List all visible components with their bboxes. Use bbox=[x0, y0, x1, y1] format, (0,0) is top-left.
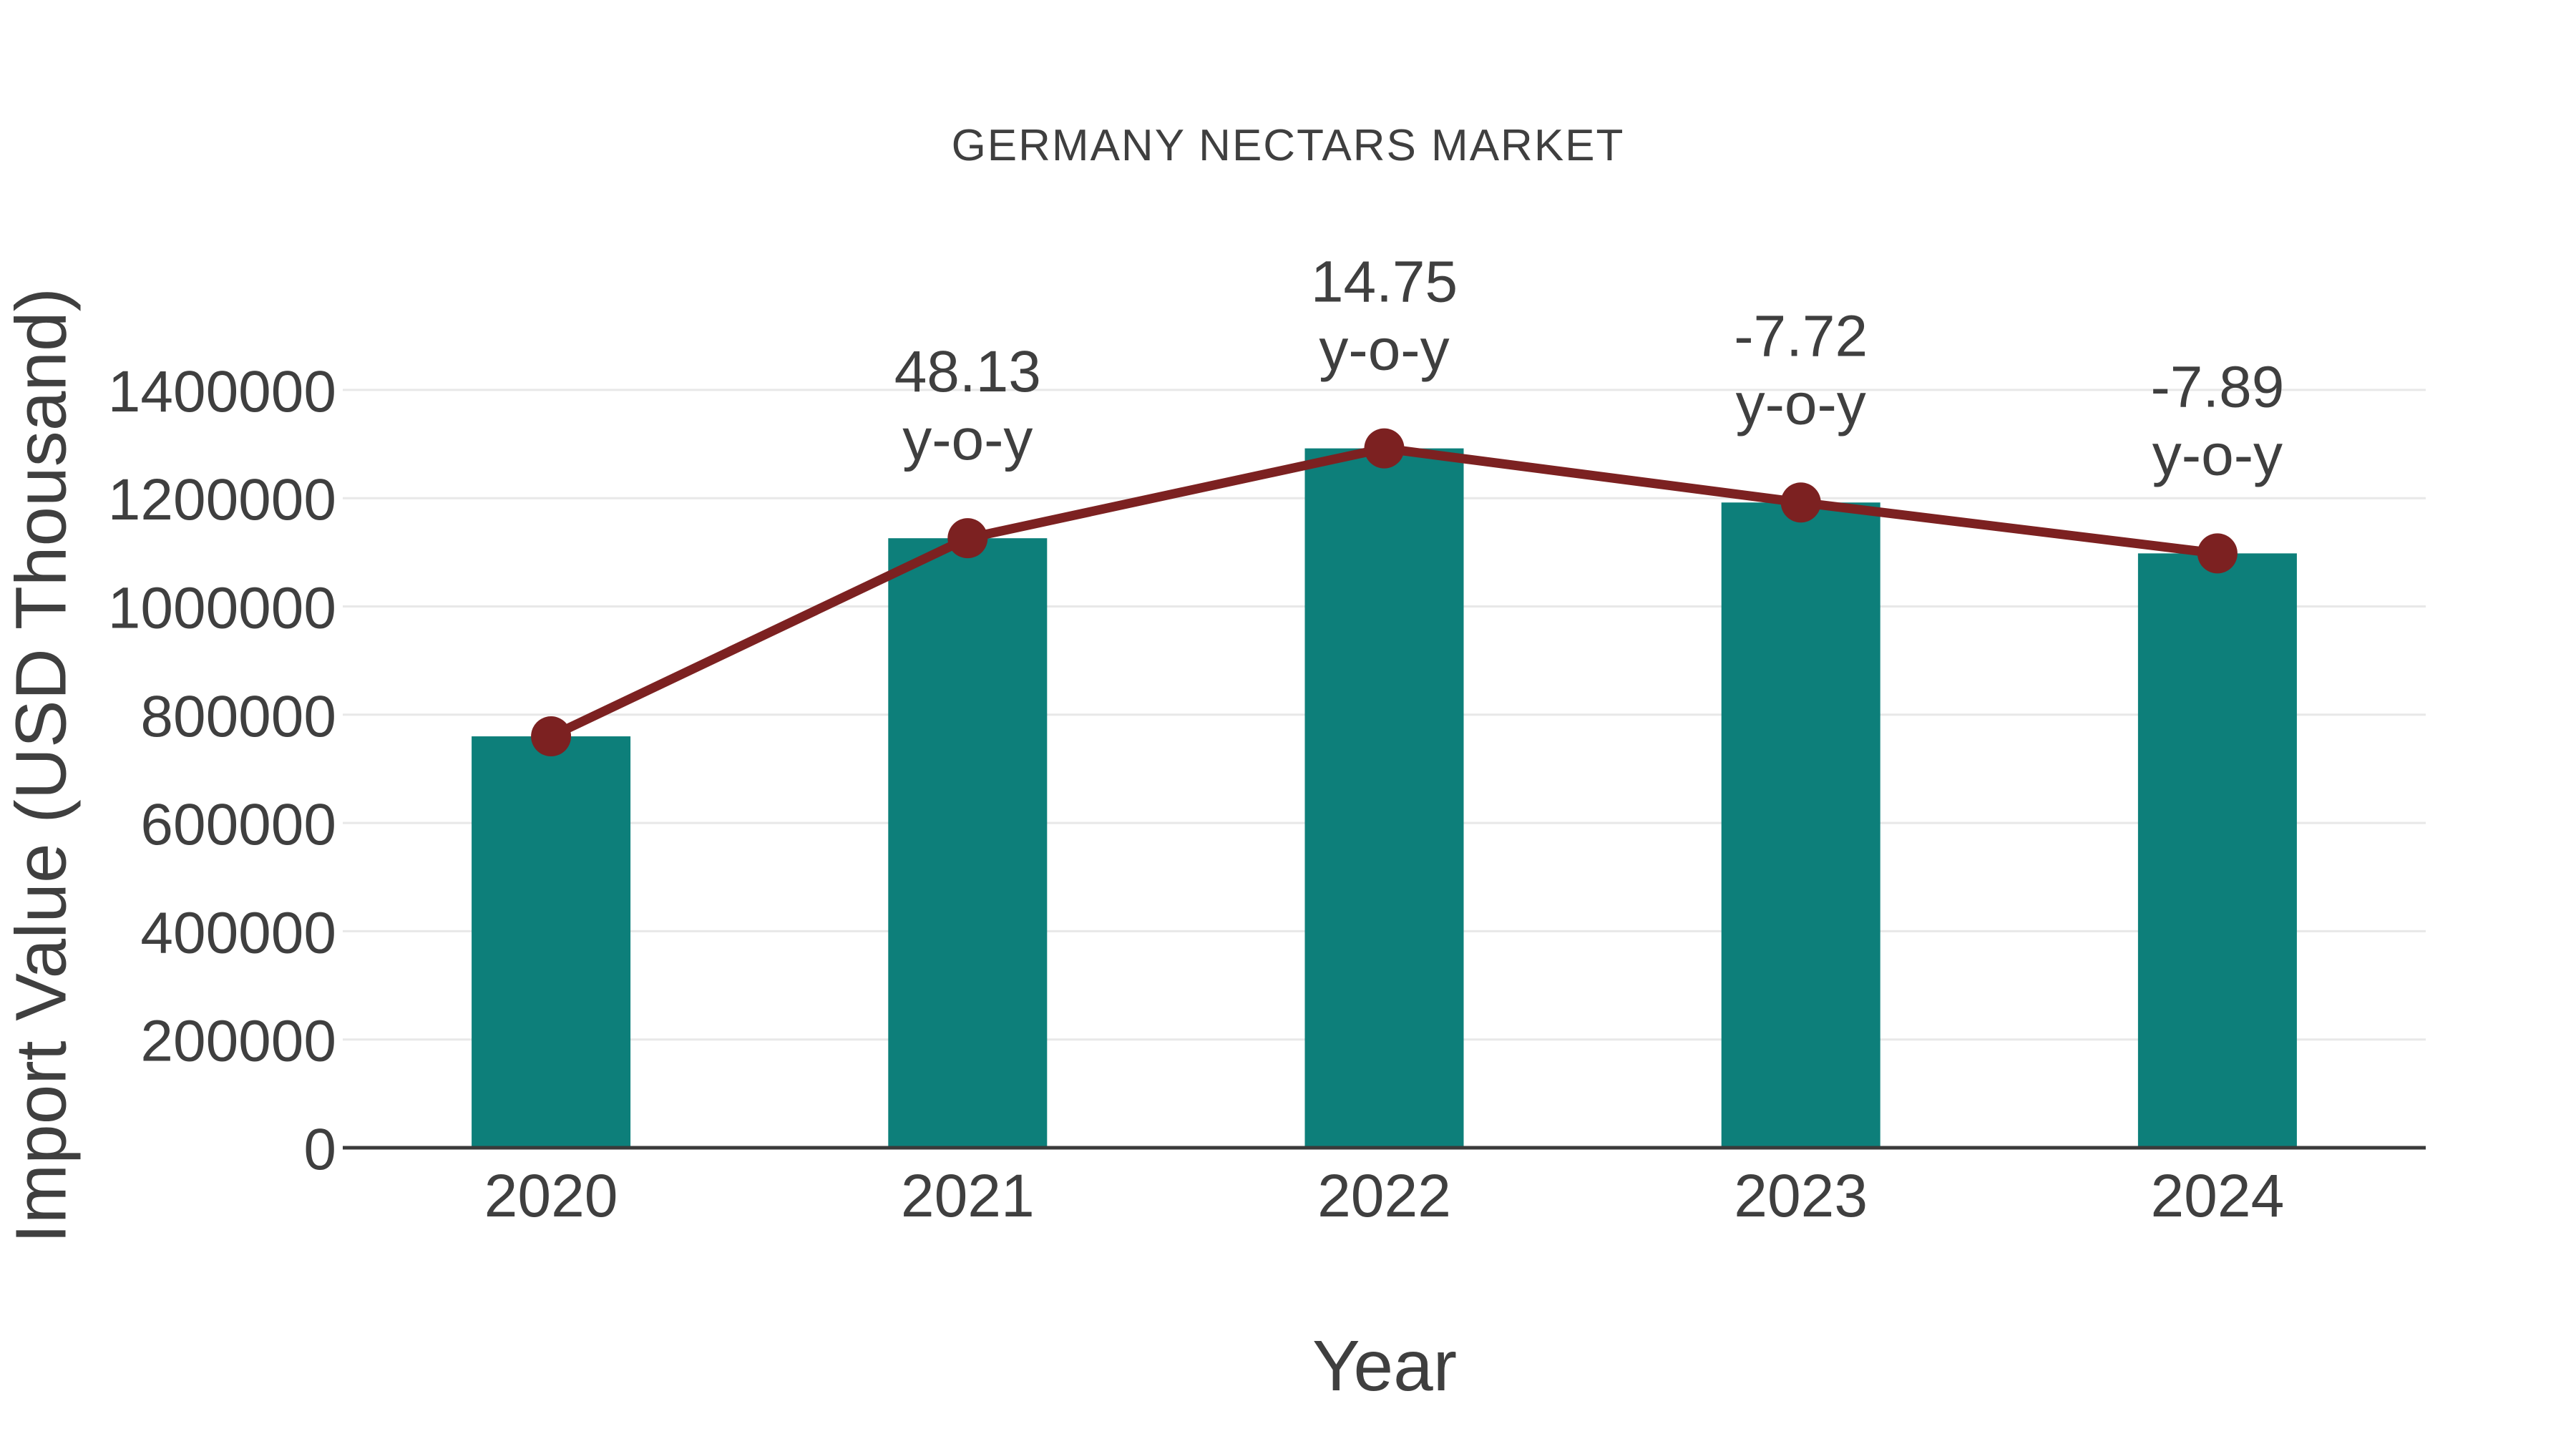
x-tick-label: 2023 bbox=[1734, 1162, 1868, 1229]
annotation-value-2021: 48.13 bbox=[894, 339, 1041, 404]
data-point-2024 bbox=[2197, 533, 2238, 574]
y-axis-title: Import Value (USD Thousand) bbox=[1, 288, 82, 1244]
annotation-yoy-2023: y-o-y bbox=[1736, 371, 1866, 436]
x-tick-label: 2020 bbox=[484, 1162, 618, 1229]
annotation-value-2024: -7.89 bbox=[2150, 354, 2284, 419]
annotation-yoy-2024: y-o-y bbox=[2152, 422, 2283, 487]
y-tick-label: 1000000 bbox=[108, 576, 336, 641]
annotation-yoy-2021: y-o-y bbox=[902, 407, 1033, 472]
x-tick-label: 2021 bbox=[901, 1162, 1035, 1229]
y-tick-label: 1400000 bbox=[108, 359, 336, 424]
annotation-value-2023: -7.72 bbox=[1734, 303, 1868, 369]
bar-2022 bbox=[1304, 448, 1464, 1148]
data-point-2022 bbox=[1364, 428, 1405, 469]
bar-2020 bbox=[472, 736, 631, 1148]
annotation-yoy-2022: y-o-y bbox=[1319, 318, 1449, 383]
x-axis-title: Year bbox=[1312, 1326, 1458, 1406]
data-point-2021 bbox=[947, 518, 988, 559]
data-point-2023 bbox=[1780, 482, 1821, 523]
bar-2021 bbox=[888, 538, 1048, 1148]
annotation-value-2022: 14.75 bbox=[1311, 250, 1458, 315]
x-tick-label: 2024 bbox=[2150, 1162, 2284, 1229]
bar-2023 bbox=[1721, 502, 1880, 1148]
x-axis-line bbox=[343, 1146, 2426, 1150]
y-tick-label: 600000 bbox=[140, 792, 336, 857]
y-tick-label: 800000 bbox=[140, 684, 336, 749]
chart-title: GERMANY NECTARS MARKET bbox=[951, 121, 1625, 170]
data-point-2020 bbox=[531, 716, 572, 757]
x-tick-label: 2022 bbox=[1317, 1162, 1451, 1229]
y-tick-label: 200000 bbox=[140, 1009, 336, 1074]
y-tick-label: 0 bbox=[303, 1117, 336, 1182]
y-tick-label: 400000 bbox=[140, 900, 336, 965]
bar-2024 bbox=[2137, 553, 2297, 1148]
y-tick-label: 1200000 bbox=[108, 467, 336, 532]
